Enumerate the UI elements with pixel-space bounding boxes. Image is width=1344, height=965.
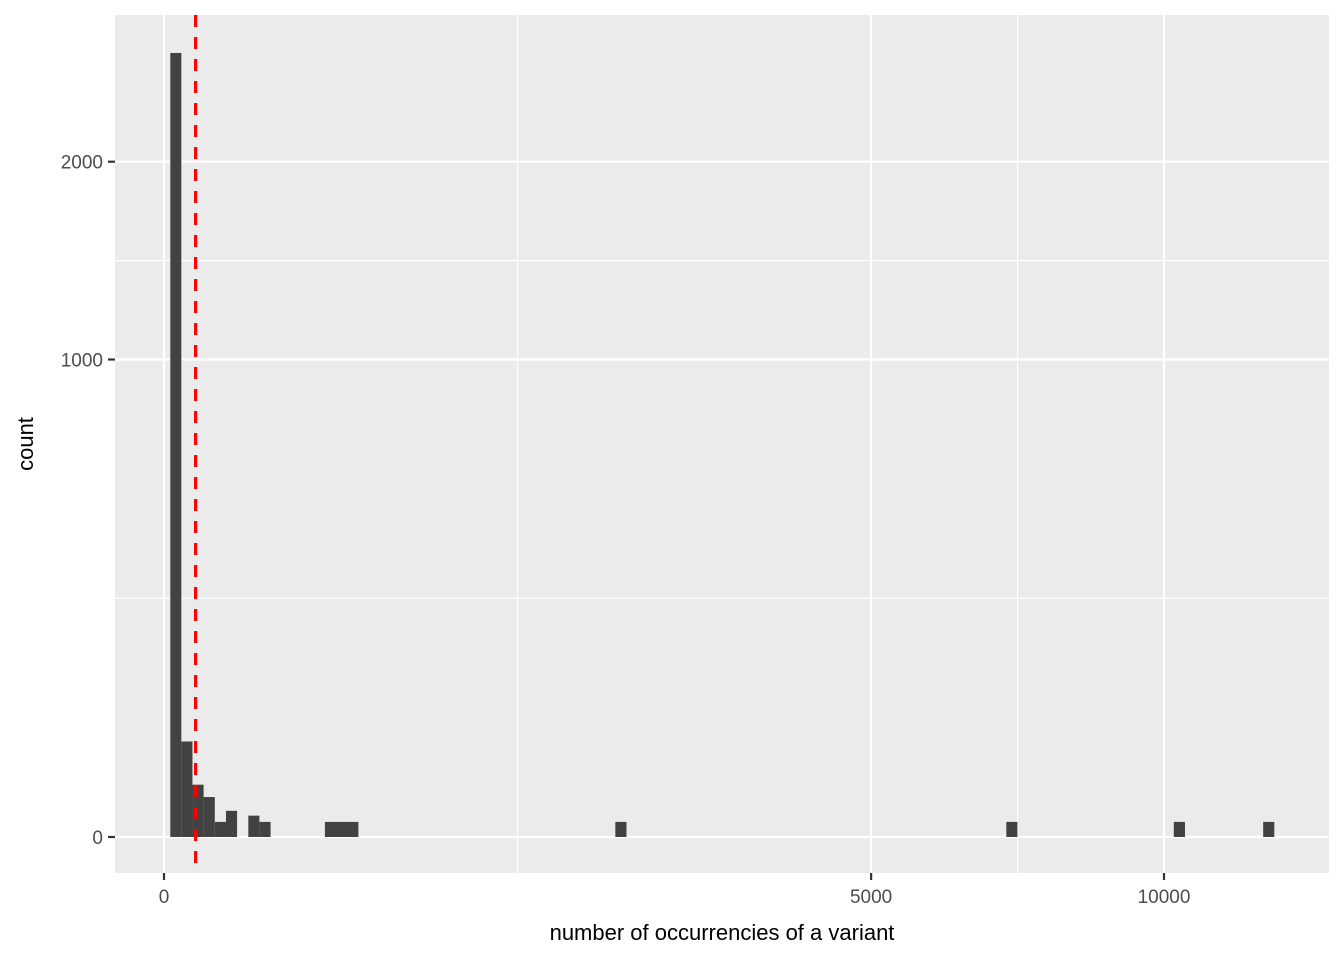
histogram-bar (214, 821, 226, 837)
y-tick-label: 0 (92, 828, 103, 849)
y-axis-title: count (13, 417, 38, 471)
x-tick-label: 0 (159, 887, 170, 908)
x-tick-label: 10000 (1138, 887, 1191, 908)
histogram-bar (1006, 821, 1018, 837)
histogram-bar (1263, 821, 1275, 837)
histogram-bar (225, 810, 238, 837)
histogram-bar (248, 815, 260, 837)
major-gridlines (115, 15, 1329, 873)
histogram-bar (615, 821, 627, 837)
histogram-bar (259, 821, 271, 837)
histogram-bars (170, 52, 1275, 837)
histogram-bar (203, 797, 215, 837)
panel-layer (115, 15, 1329, 873)
x-tick-label: 5000 (850, 887, 892, 908)
histogram-bar (192, 784, 204, 837)
y-tick-label: 1000 (61, 350, 103, 371)
histogram-bar (1173, 821, 1185, 837)
x-axis-title: number of occurrencies of a variant (550, 920, 895, 945)
axis-ticks (108, 160, 1166, 880)
axis-tick-labels: 0 5000 10000 0 1000 2000 (61, 153, 1191, 908)
panel-background (115, 15, 1329, 873)
y-tick-label: 2000 (61, 153, 103, 174)
minor-gridlines (115, 15, 1329, 873)
histogram-bar (324, 821, 359, 837)
histogram-bar (170, 52, 182, 837)
histogram-bar (181, 741, 193, 837)
